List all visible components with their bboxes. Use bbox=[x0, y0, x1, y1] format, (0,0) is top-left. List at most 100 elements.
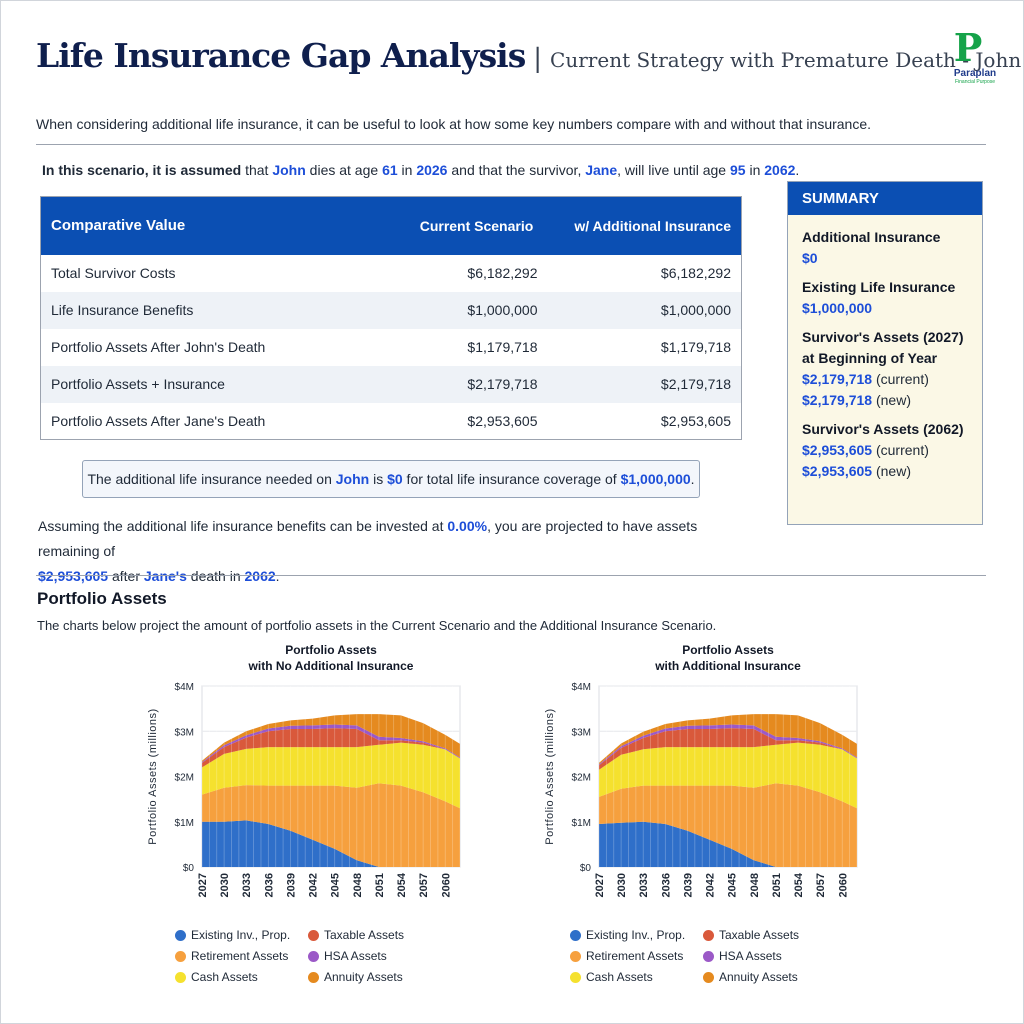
portfolio-section-description: The charts below project the amount of p… bbox=[37, 618, 717, 633]
x-tick-label: 2051 bbox=[374, 873, 386, 897]
row-additional-value: $2,179,718 bbox=[551, 365, 742, 403]
summary-panel: SUMMARY Additional Insurance $0 Existing… bbox=[787, 181, 983, 525]
title-separator: | bbox=[533, 44, 543, 74]
legend-dot bbox=[175, 971, 186, 983]
intro-text: When considering additional life insuran… bbox=[36, 116, 872, 132]
legend-label: HSA Assets bbox=[719, 949, 782, 963]
chart-no-additional-insurance: Portfolio Assets with No Additional Insur… bbox=[140, 640, 480, 910]
y-tick-label: $1M bbox=[175, 818, 194, 829]
table-row: Portfolio Assets After John's Death $1,1… bbox=[41, 329, 742, 366]
row-additional-value: $6,182,292 bbox=[660, 265, 731, 281]
row-additional-value: $1,000,000 bbox=[551, 291, 742, 329]
summary-tag: (new) bbox=[875, 392, 911, 408]
area-existing-inv-prop bbox=[599, 821, 857, 867]
legend-item-existing: Existing Inv., Prop. bbox=[175, 928, 290, 942]
callout-text: is bbox=[369, 471, 388, 487]
page-subtitle: Current Strategy with Premature Death - … bbox=[550, 48, 1022, 72]
comparison-table: Comparative Value Current Scenario w/ Ad… bbox=[40, 196, 742, 440]
assumption-person: Jane's bbox=[143, 568, 187, 584]
portfolio-section-title: Portfolio Assets bbox=[37, 589, 167, 608]
col-header-additional: w/ Additional Insurance bbox=[551, 196, 742, 255]
scenario-text: . bbox=[795, 162, 800, 178]
callout-amount: $0 bbox=[387, 471, 403, 487]
row-current-value: $2,953,605 bbox=[467, 412, 538, 429]
table-row: Total Survivor Costs $6,182,292 $6,182,2… bbox=[41, 255, 742, 292]
assumption-rate: 0.00% bbox=[447, 518, 488, 534]
insurance-needed-callout: The additional life insurance needed on … bbox=[82, 460, 700, 498]
legend-item-taxable: Taxable Assets bbox=[308, 928, 404, 942]
x-tick-label: 2057 bbox=[418, 873, 430, 897]
scenario-text: dies at age bbox=[305, 162, 383, 178]
x-tick-label: 2042 bbox=[308, 873, 320, 897]
legend-label: Cash Assets bbox=[586, 970, 653, 984]
area-taxable-assets bbox=[202, 728, 460, 768]
y-tick-label: $4M bbox=[572, 682, 591, 693]
legend-label: Existing Inv., Prop. bbox=[191, 928, 291, 942]
legend-item-retirement: Retirement Assets bbox=[570, 949, 683, 963]
page-header: Life Insurance Gap Analysis | Current St… bbox=[36, 36, 1021, 86]
summary-value: $2,953,605 bbox=[802, 463, 873, 479]
x-tick-label: 2042 bbox=[705, 873, 717, 897]
legend-label: Retirement Assets bbox=[191, 949, 289, 963]
legend-item-retirement: Retirement Assets bbox=[175, 949, 288, 963]
summary-additional-insurance-value: $0 bbox=[802, 250, 818, 266]
scenario-survivor-age: 95 bbox=[729, 162, 746, 178]
area-retirement-assets bbox=[202, 783, 460, 867]
table-row: Life Insurance Benefits $1,000,000 $1,00… bbox=[40, 291, 742, 329]
table-row: Portfolio Assets After Jane's Death $2,9… bbox=[41, 403, 742, 440]
summary-value: $2,179,718 bbox=[802, 371, 873, 387]
summary-value: $2,953,605 bbox=[802, 442, 873, 458]
y-tick-label: $3M bbox=[175, 727, 194, 738]
summary-survivor-assets-2062-label: Survivor's Assets (2062) bbox=[802, 421, 964, 437]
area-annuity-assets bbox=[202, 714, 460, 762]
summary-additional-insurance-label: Additional Insurance bbox=[802, 229, 941, 245]
row-label: Portfolio Assets + Insurance bbox=[40, 365, 402, 403]
scenario-survivor-year: 2062 bbox=[764, 162, 796, 178]
row-label: Life Insurance Benefits bbox=[40, 291, 402, 329]
y-tick-label: $2M bbox=[175, 773, 194, 784]
assumption-amount: $2,953,605 bbox=[38, 568, 109, 584]
summary-survivor-assets-2027-new: $2,179,718 (new) bbox=[802, 390, 970, 411]
callout-text: The additional life insurance needed on bbox=[87, 471, 336, 487]
y-axis-label: Portfolio Assets (millions) bbox=[147, 708, 159, 844]
legend-label: Annuity Assets bbox=[324, 970, 403, 984]
scenario-text: and that the survivor, bbox=[447, 162, 586, 178]
legend-item-annuity: Annuity Assets bbox=[703, 970, 798, 984]
x-tick-label: 2039 bbox=[285, 873, 297, 897]
legend-dot bbox=[175, 950, 186, 962]
col-header-current: Current Scenario bbox=[401, 196, 552, 255]
x-tick-label: 2060 bbox=[440, 873, 452, 897]
logo-name: Paraplan bbox=[953, 68, 997, 79]
x-tick-label: 2027 bbox=[594, 873, 606, 897]
x-tick-label: 2036 bbox=[660, 873, 672, 897]
legend-label: Taxable Assets bbox=[324, 928, 405, 942]
scenario-death-year: 2026 bbox=[416, 162, 448, 178]
x-tick-label: 2033 bbox=[638, 873, 650, 897]
assumption-text: , you are projected to have assets remai… bbox=[38, 518, 698, 559]
row-additional-value: $2,953,605 bbox=[660, 412, 731, 429]
logo-mark-letter: P bbox=[953, 25, 983, 70]
legend-item-taxable: Taxable Assets bbox=[703, 928, 799, 942]
x-tick-label: 2054 bbox=[793, 872, 805, 897]
summary-existing-insurance-value: $1,000,000 bbox=[802, 300, 873, 316]
row-label: Portfolio Assets After John's Death bbox=[51, 339, 266, 355]
row-current-value: $1,000,000 bbox=[401, 291, 552, 329]
assumption-year: 2062 bbox=[244, 568, 276, 584]
scenario-text: , will live until age bbox=[617, 162, 730, 178]
legend-dot bbox=[308, 950, 319, 962]
x-tick-label: 2036 bbox=[263, 873, 275, 897]
assumption-text: after bbox=[108, 568, 144, 584]
table-header-row: Comparative Value Current Scenario w/ Ad… bbox=[40, 196, 742, 255]
scenario-text: in bbox=[397, 162, 417, 178]
summary-tag: (current) bbox=[875, 442, 929, 458]
legend-item-hsa: HSA Assets bbox=[703, 949, 782, 963]
x-tick-label: 2045 bbox=[727, 873, 739, 897]
legend-dot bbox=[703, 971, 714, 983]
summary-tag: (new) bbox=[875, 463, 911, 479]
legend-label: HSA Assets bbox=[324, 949, 387, 963]
area-cash-assets bbox=[599, 742, 857, 809]
legend-label: Retirement Assets bbox=[586, 949, 684, 963]
row-additional-value: $1,179,718 bbox=[660, 339, 731, 355]
page-title: Life Insurance Gap Analysis bbox=[36, 36, 526, 75]
scenario-lead: In this scenario, it is assumed bbox=[42, 162, 242, 178]
